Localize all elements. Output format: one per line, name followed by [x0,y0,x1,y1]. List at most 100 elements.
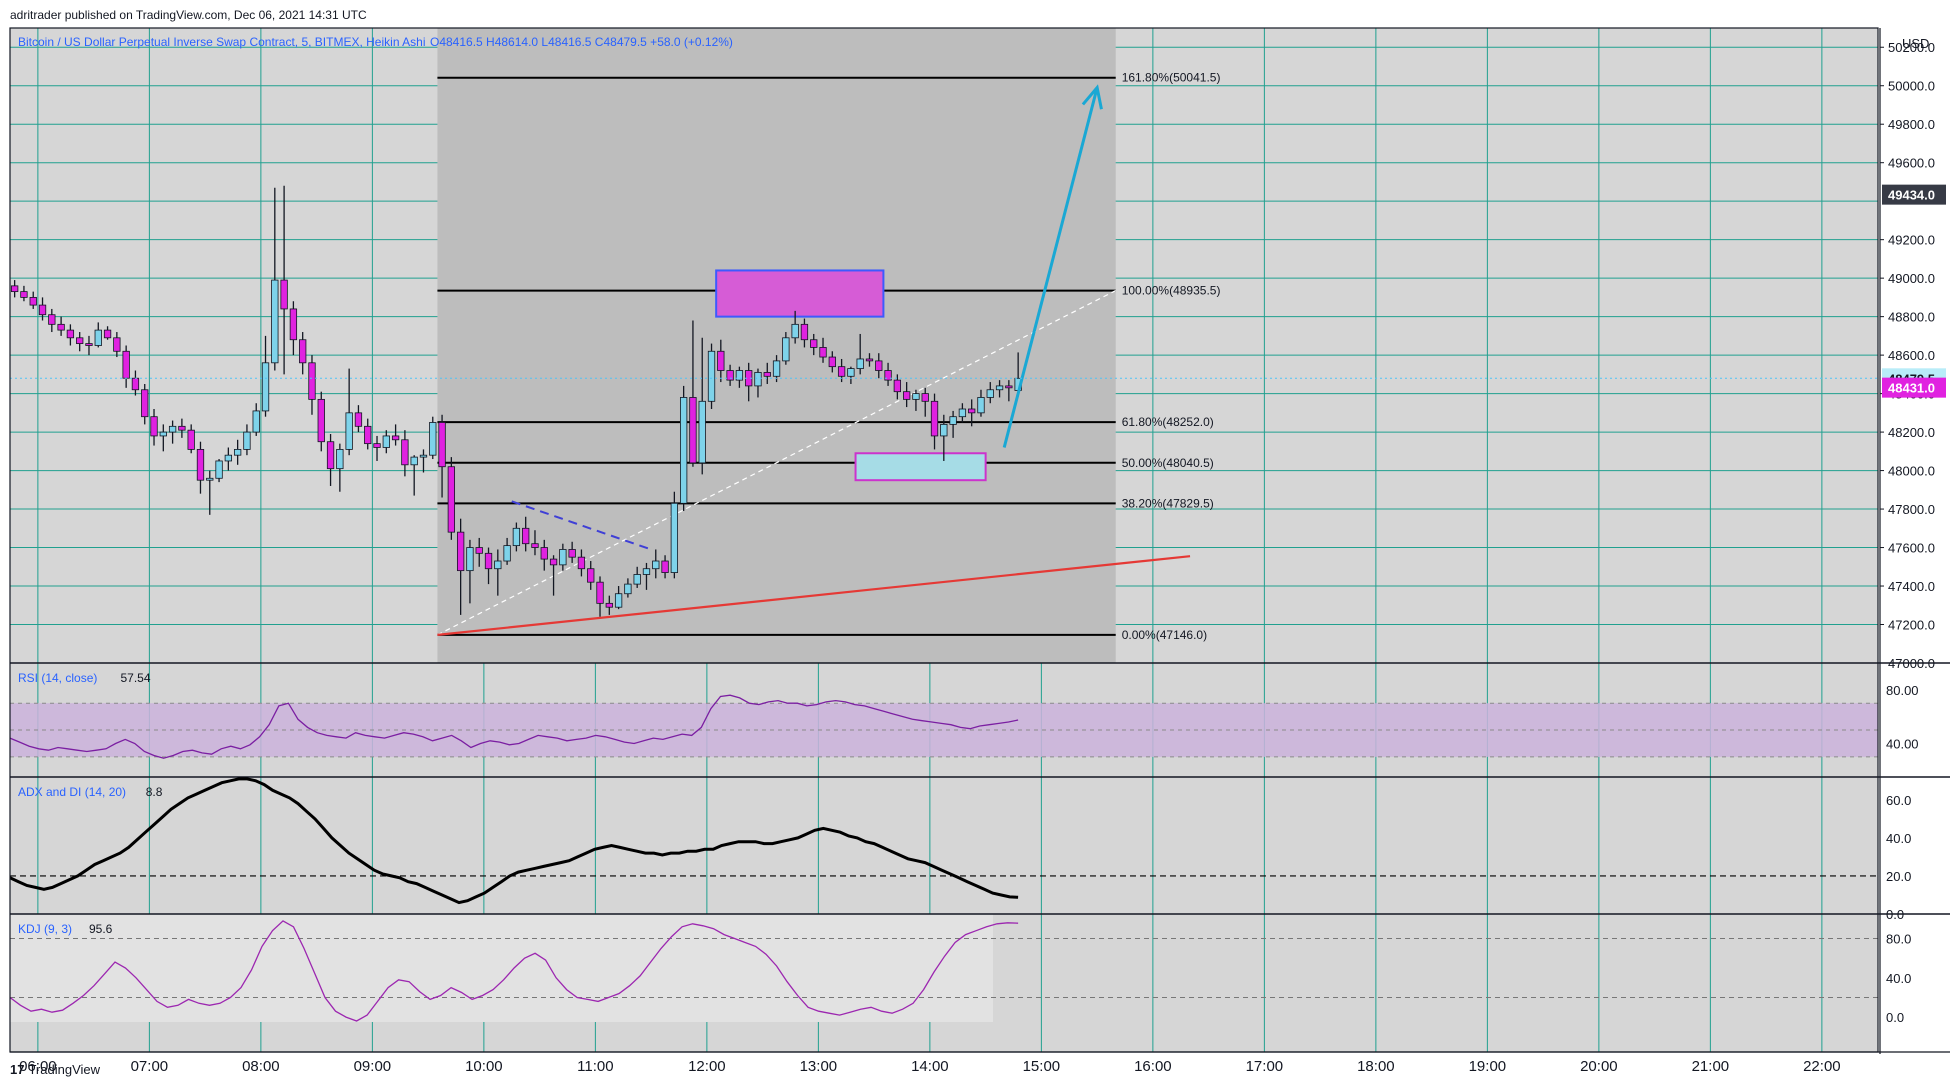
candle-up [624,583,632,595]
pane-title: RSI (14, close) [18,671,97,685]
candle-down [810,339,818,348]
candle-up [791,323,799,339]
candle [614,586,623,610]
candle [308,355,316,415]
fib-label: 61.80%(48252.0) [1122,415,1214,429]
candle-down [401,439,409,466]
candle-down [113,337,121,352]
candle-up [958,408,967,418]
candle [456,518,465,615]
fib-zone-box [437,28,1116,663]
candle-down [921,393,929,402]
candle-down [122,350,130,379]
candle-down [819,347,827,358]
time-tick: 15:00 [1023,1058,1061,1075]
time-tick: 06:00 [19,1058,57,1075]
candle-down [48,314,56,325]
red-trendline [437,555,1191,637]
candle [317,391,325,452]
candle [912,389,920,411]
ohlc-values: O48416.5 H48614.0 L48416.5 C48479.5 +58.… [430,35,733,49]
time-tick: 14:00 [911,1058,949,1075]
time-tick: 20:00 [1580,1058,1618,1075]
pane-tick: 40.00 [1886,736,1919,751]
candle-down [968,408,976,414]
pane-tick: 20.0 [1886,869,1911,884]
candle-down [38,304,47,316]
candle [1005,380,1013,402]
candle [484,547,493,585]
pane-value: 8.8 [146,785,163,799]
candle [271,187,279,371]
candle-down [178,425,186,431]
candle-up [754,372,762,387]
candle-up [995,385,1004,391]
candle [252,403,260,436]
candle [215,459,223,483]
candle [670,491,679,579]
price-tick: 47200.0 [1888,618,1935,633]
candle-down [577,556,586,570]
candle-down [930,400,939,437]
candle [763,362,771,384]
candle-down [10,285,19,293]
candle-down [354,412,363,427]
candle-down [76,337,84,344]
candle [800,318,809,348]
candle [828,351,836,373]
candle [549,555,558,596]
candle-up [782,337,790,362]
time-tick: 08:00 [242,1058,280,1075]
candle-up [559,549,567,566]
candle-down [29,296,37,306]
candle-up [168,425,177,433]
time-tick: 12:00 [688,1058,726,1075]
adx-line [9,777,1019,905]
candle [689,320,697,467]
candle-up [735,370,744,381]
candle-down [605,602,613,608]
candle [38,297,47,321]
pane-title: KDJ (9, 3) [18,922,72,936]
brand-label: TradingView [28,1062,101,1077]
candle-up [494,560,502,570]
currency-label: USD [1902,36,1929,51]
candle [624,578,632,598]
candle-down [828,356,836,368]
candle [419,449,428,473]
time-tick: 07:00 [131,1058,169,1075]
price-tick: 47400.0 [1888,579,1935,594]
candle [336,443,344,492]
candles[interactable] [10,185,1022,617]
price-tick: 48800.0 [1888,310,1935,325]
candle [168,420,177,444]
candle [661,555,669,579]
candle [698,337,706,475]
price-tick: 48200.0 [1888,425,1935,440]
projection-arrow [1002,87,1099,448]
candle-up [512,527,521,547]
price-tick: 49600.0 [1888,156,1935,171]
candle-up [847,368,855,377]
pane-tick: 40.0 [1886,971,1911,986]
fib-diagonal [437,290,1116,636]
candle-down [540,547,548,560]
candle [113,332,121,358]
fib-label: 161.80%(50041.5) [1122,71,1221,85]
candle [522,516,530,552]
candle-down [438,422,446,468]
tradingview-brand: 17 TradingView [10,1062,100,1077]
candle-down [280,279,288,310]
candle [261,335,270,417]
candle-down [837,366,846,377]
axes: USD 47000.0 47200.0 47400.0 47600.0 47800.0 48… [9,27,1950,1075]
candle-up [503,545,511,562]
candle-up [233,449,242,456]
blue-dashed-line [511,500,652,551]
chart-title: Bitcoin / US Dollar Perpetual Inverse Sw… [18,35,426,49]
candle-up [345,412,353,450]
candle-down [531,543,539,548]
supply-box [715,269,885,318]
candle-down [308,362,316,400]
